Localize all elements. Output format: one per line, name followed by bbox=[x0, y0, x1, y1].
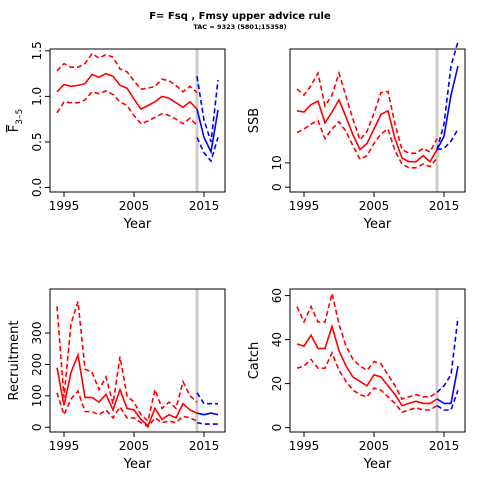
forecast-median-line bbox=[196, 412, 219, 416]
y-tick-label: 200 bbox=[30, 353, 44, 376]
forecast-lower-line bbox=[196, 421, 218, 425]
y-tick-label: 60 bbox=[270, 288, 284, 303]
panel-catch: 1995 2005 2015 0 20 40 60 Year Catch bbox=[247, 288, 466, 472]
x-tick-label: 1995 bbox=[289, 439, 320, 453]
y-tick-label: 0.5 bbox=[30, 132, 44, 151]
y-axis-label: Recruitment bbox=[7, 321, 22, 401]
y-tick-label: 1.5 bbox=[30, 41, 44, 60]
history-median-line bbox=[56, 352, 198, 428]
forecast-upper-line bbox=[436, 317, 459, 393]
forecast-median-line bbox=[436, 365, 459, 405]
forecast-lower-line bbox=[436, 389, 459, 411]
panel-fbar: 1995 2005 2015 0.0 0.5 1.0 1.5 Year F3–5 bbox=[7, 41, 226, 232]
y-tick-label: 40 bbox=[270, 332, 284, 347]
history-median-line bbox=[56, 72, 198, 111]
history-median-line bbox=[296, 323, 438, 407]
forecast-median-line bbox=[196, 108, 219, 155]
y-axis-label: SSB bbox=[247, 108, 262, 133]
forecast-upper-line bbox=[196, 392, 218, 405]
forecast-lower-line bbox=[436, 128, 459, 151]
y-tick-label: 10 bbox=[270, 155, 284, 170]
x-axis-label: Year bbox=[123, 217, 152, 232]
x-tick-label: 1995 bbox=[289, 199, 320, 213]
forecast-upper-line bbox=[196, 76, 219, 143]
x-tick-label: 2015 bbox=[189, 439, 220, 453]
y-tick-label: 1.0 bbox=[30, 87, 44, 106]
history-lower-line bbox=[296, 350, 438, 414]
x-tick-label: 1995 bbox=[49, 439, 80, 453]
x-tick-label: 2015 bbox=[429, 199, 460, 213]
history-median-line bbox=[296, 98, 438, 163]
x-tick-label: 1995 bbox=[49, 199, 80, 213]
y-axis-label: F3–5 bbox=[7, 109, 25, 132]
y-tick-label: 0 bbox=[30, 423, 44, 431]
x-tick-label: 2005 bbox=[119, 199, 150, 213]
forecast-lower-line bbox=[196, 137, 219, 163]
y-tick-label: 0 bbox=[270, 183, 284, 191]
x-axis-label: Year bbox=[363, 217, 392, 232]
chart-subtitle: TAC = 9323 (5801;15358) bbox=[193, 23, 287, 31]
history-upper-line bbox=[56, 52, 198, 94]
x-tick-label: 2005 bbox=[119, 439, 150, 453]
history-upper-line bbox=[296, 293, 438, 400]
forecast-upper-line bbox=[436, 41, 459, 150]
chart-title: F= Fsq , Fmsy upper advice rule bbox=[149, 11, 331, 22]
y-tick-label: 100 bbox=[30, 384, 44, 407]
y-axis-label: Catch bbox=[247, 342, 262, 380]
plot-frame bbox=[49, 48, 226, 193]
y-tick-label: 300 bbox=[30, 322, 44, 345]
history-lower-line bbox=[56, 90, 198, 127]
x-tick-label: 2005 bbox=[359, 199, 390, 213]
x-axis-label: Year bbox=[363, 457, 392, 472]
x-tick-label: 2005 bbox=[359, 439, 390, 453]
y-tick-label: 0.0 bbox=[30, 178, 44, 197]
x-tick-label: 2015 bbox=[189, 199, 220, 213]
panel-ssb: 1995 2005 2015 0 10 Year SSB bbox=[247, 41, 466, 232]
forecast-median-line bbox=[436, 65, 459, 150]
x-tick-label: 2015 bbox=[429, 439, 460, 453]
y-tick-label: 20 bbox=[270, 376, 284, 391]
plot-frame bbox=[289, 48, 466, 193]
x-axis-label: Year bbox=[123, 457, 152, 472]
y-tick-label: 0 bbox=[270, 424, 284, 432]
history-lower-line bbox=[296, 119, 438, 169]
plot-frame bbox=[49, 288, 226, 433]
history-upper-line bbox=[296, 70, 438, 154]
plot-frame bbox=[289, 288, 466, 433]
history-upper-line bbox=[56, 301, 198, 423]
panel-recruitment: 1995 2005 2015 0 100 200 300 Year Recruitment bbox=[7, 288, 226, 472]
history-lower-line bbox=[56, 389, 198, 428]
